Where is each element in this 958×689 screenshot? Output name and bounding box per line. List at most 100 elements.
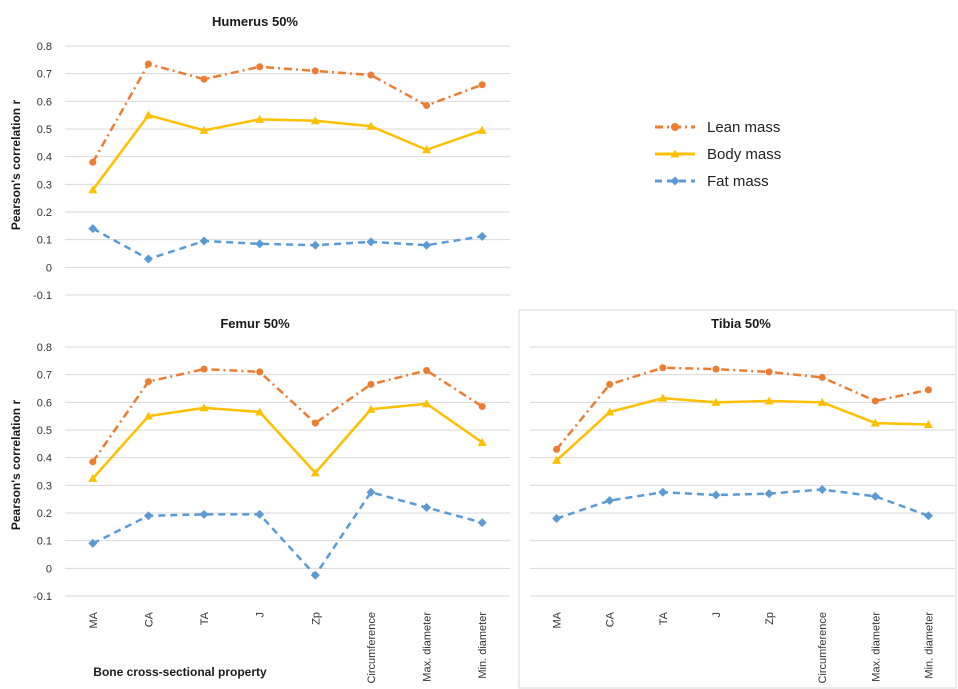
humerus-body-point (255, 114, 265, 123)
tibia-lean-point (924, 386, 932, 394)
humerus-body-point (422, 145, 432, 154)
humerus-lean-point (256, 63, 264, 71)
femur-fat-point (366, 487, 376, 497)
legend-item-body: Body mass (655, 146, 781, 163)
femur-lean-point (144, 378, 152, 386)
femur-body-point (310, 468, 320, 477)
femur-fat-line (92, 491, 483, 577)
triangle-marker-icon (670, 149, 680, 158)
femur-lean-line (91, 367, 483, 463)
femur-ytick-label: 0.8 (37, 342, 52, 354)
femur-fat-point (422, 502, 432, 512)
humerus-lean-line (91, 62, 483, 163)
humerus-fat-point (366, 237, 376, 247)
femur-ytick-label: 0.4 (37, 453, 52, 465)
femur-lean-point (311, 419, 319, 427)
humerus-fat-point (255, 239, 265, 249)
humerus-lean-point (144, 60, 152, 68)
humerus-fat-point (143, 254, 153, 264)
tibia-fat-point (923, 511, 933, 521)
humerus-body-point (366, 121, 376, 130)
femur-lean-point (367, 380, 375, 388)
tibia-body-point (817, 397, 827, 406)
tibia-category-label: Min. diameter (923, 612, 935, 679)
tibia-fat-point (711, 490, 721, 500)
tibia-fat-point (764, 489, 774, 499)
tibia-panel: MA CA TA J Zp Circumference Max. diameter Min. … (530, 346, 955, 684)
femur-fat-point (199, 509, 209, 519)
tibia-fat-line (556, 488, 929, 520)
femur-ytick-label: 0.1 (37, 536, 52, 548)
humerus-fat-line (92, 227, 483, 261)
femur-category-label: Max. diameter (422, 612, 434, 682)
femur-panel: 0.8 0.7 0.6 0.5 0.4 0.3 0.2 0.1 0 -0.1 MA CA TA J Zp Ci… (33, 342, 510, 684)
femur-ytick-label: 0 (46, 563, 52, 575)
tibia-body-point (870, 418, 880, 427)
humerus-body-point (199, 125, 209, 134)
humerus-ylabel: Pearson's correlation r (9, 100, 23, 231)
humerus-body-point (477, 125, 487, 134)
femur-title: Femur 50% (220, 316, 290, 331)
tibia-lean-point (871, 397, 879, 405)
femur-ytick-label: 0.6 (37, 397, 52, 409)
humerus-fat-point (310, 240, 320, 250)
tibia-category-label: MA (552, 611, 564, 628)
femur-body-point (199, 403, 209, 412)
humerus-lean-point (89, 158, 97, 166)
humerus-body-point (310, 116, 320, 125)
tibia-lean-point (818, 373, 826, 381)
tibia-title: Tibia 50% (711, 316, 771, 331)
humerus-lean-point (423, 101, 431, 109)
femur-ytick-label: 0.2 (37, 508, 52, 520)
tibia-body-point (711, 397, 721, 406)
legend-item-lean: Lean mass (655, 119, 780, 136)
tibia-body-line (555, 396, 929, 462)
tibia-panel-frame (518, 309, 957, 689)
humerus-fat-point (477, 231, 487, 241)
humerus-ytick-label: 0.1 (37, 235, 52, 247)
humerus-body-line (91, 113, 483, 191)
tibia-fat-point (870, 491, 880, 501)
tibia-body-point (658, 393, 668, 402)
humerus-ytick-label: 0.4 (37, 152, 52, 164)
femur-ytick-label: 0.3 (37, 480, 52, 492)
legend-lean-label: Lean mass (707, 119, 780, 136)
tibia-fat-point (817, 484, 827, 494)
humerus-ytick-label: 0.3 (37, 179, 52, 191)
femur-category-label: CA (143, 611, 155, 627)
tibia-fat-point (552, 514, 562, 524)
femur-body-point (366, 404, 376, 413)
femur-lean-point (478, 402, 486, 410)
humerus-fat-point (199, 236, 209, 246)
chart-panels: 0.80.70.60.50.40.30.20.10-0.10.80.70.60.… (33, 41, 955, 684)
femur-category-label: J (255, 612, 267, 618)
tibia-lean-point (765, 368, 773, 376)
tibia-body-point (764, 396, 774, 405)
femur-category-label: TA (199, 611, 211, 625)
tibia-category-label: CA (605, 611, 617, 627)
humerus-ytick-label: 0 (46, 262, 52, 274)
diamond-marker-icon (670, 176, 680, 186)
humerus-lean-point (200, 75, 208, 83)
tibia-body-point (552, 455, 562, 464)
femur-ytick-label: 0.7 (37, 370, 52, 382)
x-axis-title: Bone cross-sectional property (93, 665, 267, 679)
femur-body-point (477, 437, 487, 446)
humerus-ytick-label: 0.6 (37, 96, 52, 108)
humerus-ytick-label: 0.7 (37, 69, 52, 81)
tibia-lean-point (712, 365, 720, 373)
tibia-category-label: Circumference (817, 612, 829, 684)
tibia-lean-point (553, 445, 561, 453)
humerus-ytick-label: 0.2 (37, 207, 52, 219)
femur-ylabel: Pearson's correlation r (9, 400, 23, 531)
tibia-body-point (923, 419, 933, 428)
femur-fat-point (88, 538, 98, 548)
tibia-lean-line (555, 366, 929, 451)
humerus-ytick-label: 0.8 (37, 41, 52, 53)
femur-body-point (422, 399, 432, 408)
humerus-body-point (143, 110, 153, 119)
femur-category-label: MA (88, 611, 100, 628)
humerus-fat-point (88, 224, 98, 234)
legend-item-fat: Fat mass (655, 173, 769, 190)
humerus-lean-point (478, 81, 486, 89)
